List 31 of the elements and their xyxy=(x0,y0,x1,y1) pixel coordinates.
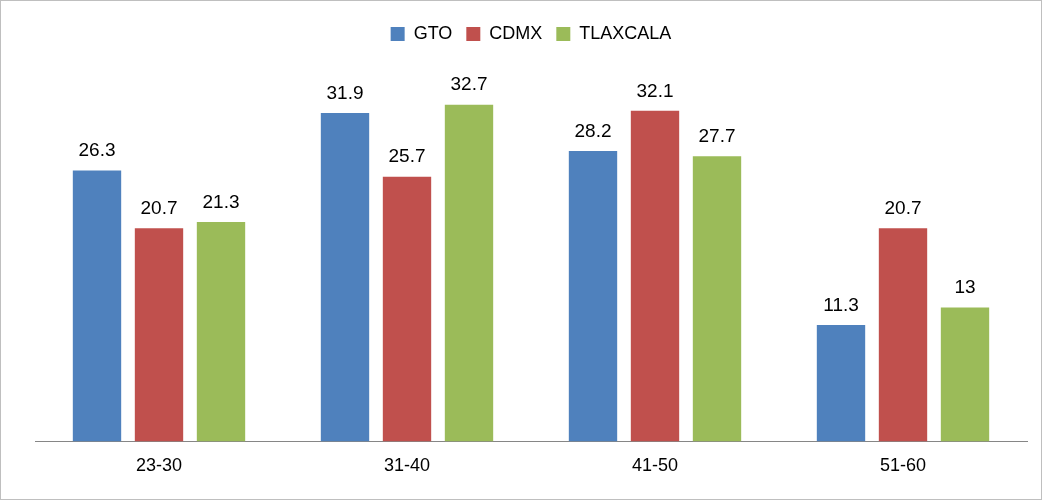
x-tick-label: 51-60 xyxy=(879,455,927,476)
bar xyxy=(320,112,370,442)
bar xyxy=(630,110,680,442)
legend-label: CDMX xyxy=(489,22,543,43)
legend-label: GTO xyxy=(413,22,453,43)
bar xyxy=(196,222,246,442)
data-label: 21.3 xyxy=(202,190,240,212)
bar xyxy=(940,307,990,442)
data-label: 28.2 xyxy=(574,119,612,141)
data-label: 31.9 xyxy=(326,81,364,103)
legend-label: TLAXCALA xyxy=(579,22,672,43)
data-label: 13 xyxy=(954,276,976,298)
bar xyxy=(568,151,618,442)
x-tick-label: 31-40 xyxy=(383,455,431,476)
bar xyxy=(816,325,866,442)
bar xyxy=(692,156,742,442)
data-label: 20.7 xyxy=(884,196,922,218)
bar xyxy=(72,170,122,442)
data-label: 32.1 xyxy=(636,79,674,101)
bar xyxy=(382,176,432,442)
bar xyxy=(878,228,928,442)
data-label: 27.7 xyxy=(698,124,736,146)
bar xyxy=(444,104,494,442)
x-tick-label: 23-30 xyxy=(135,455,183,476)
data-label: 11.3 xyxy=(823,293,859,315)
bar xyxy=(134,228,184,442)
data-label: 20.7 xyxy=(140,196,178,218)
data-label: 32.7 xyxy=(450,73,488,95)
x-tick-label: 41-50 xyxy=(631,455,679,476)
data-label: 26.3 xyxy=(78,139,116,161)
data-label: 25.7 xyxy=(388,145,426,167)
